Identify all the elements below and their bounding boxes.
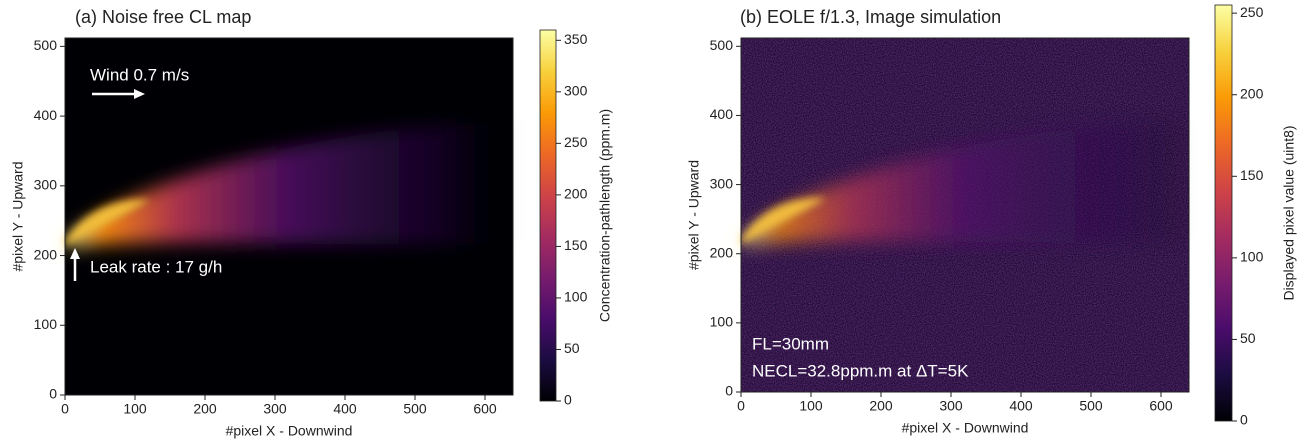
y-tick-label: 400 — [710, 106, 734, 122]
y-tick-label: 300 — [34, 177, 58, 193]
y-axis-label: #pixel Y - Upward — [10, 162, 26, 272]
x-tick-label: 200 — [869, 398, 893, 414]
x-tick-label: 300 — [263, 401, 287, 417]
colorbar-tick-label: 150 — [564, 237, 588, 253]
annotation: Leak rate : 17 g/h — [90, 257, 222, 276]
chart-title: (b) EOLE f/1.3, Image simulation — [740, 7, 1001, 27]
colorbar-tick-label: 150 — [1240, 167, 1264, 183]
y-tick-label: 200 — [710, 244, 734, 260]
x-axis-label: #pixel X - Downwind — [226, 423, 353, 439]
y-tick-label: 100 — [34, 316, 58, 332]
colorbar-label: Concentration-pathlength (ppm.m) — [597, 109, 613, 322]
colorbar — [540, 30, 556, 401]
x-tick-label: 100 — [123, 401, 147, 417]
y-tick-label: 100 — [710, 314, 734, 330]
x-tick-label: 400 — [333, 401, 357, 417]
x-tick-label: 500 — [403, 401, 427, 417]
colorbar-label: Displayed pixel value (uint8) — [1281, 125, 1297, 300]
colorbar-tick-label: 100 — [1240, 249, 1264, 265]
colorbar-tick-label: 350 — [564, 31, 588, 47]
x-tick-label: 300 — [939, 398, 963, 414]
colorbar-tick-label: 200 — [564, 186, 588, 202]
colorbar-tick-label: 200 — [1240, 85, 1264, 101]
x-tick-label: 500 — [1079, 398, 1103, 414]
y-tick-label: 0 — [725, 383, 733, 399]
y-tick-label: 0 — [49, 386, 57, 402]
annotation: NECL=32.8ppm.m at ΔT=5K — [752, 361, 969, 380]
y-tick-label: 300 — [710, 175, 734, 191]
chart-title: (a) Noise free CL map — [75, 7, 251, 27]
x-tick-label: 400 — [1009, 398, 1033, 414]
colorbar-tick-label: 250 — [1240, 4, 1264, 20]
x-tick-label: 0 — [61, 401, 69, 417]
colorbar-tick-label: 50 — [1240, 330, 1256, 346]
colorbar-tick-label: 300 — [564, 83, 588, 99]
colorbar-tick-label: 100 — [564, 289, 588, 305]
y-tick-label: 500 — [34, 37, 58, 53]
x-tick-label: 600 — [1149, 398, 1173, 414]
y-tick-label: 400 — [34, 107, 58, 123]
colorbar-tick-label: 50 — [564, 340, 580, 356]
annotation: Wind 0.7 m/s — [90, 65, 189, 84]
colorbar-tick-label: 250 — [564, 134, 588, 150]
colorbar — [1215, 5, 1232, 421]
colorbar-tick-label: 0 — [564, 392, 572, 408]
x-tick-label: 200 — [193, 401, 217, 417]
x-axis-label: #pixel X - Downwind — [902, 420, 1029, 436]
y-tick-label: 500 — [710, 37, 734, 53]
x-tick-label: 0 — [737, 398, 745, 414]
colorbar-tick-label: 0 — [1240, 412, 1248, 428]
x-tick-label: 600 — [473, 401, 497, 417]
y-axis-label: #pixel Y - Upward — [686, 160, 702, 270]
y-tick-label: 200 — [34, 246, 58, 262]
chart: 01002003004005006000100200300400500(a) N… — [0, 0, 1311, 443]
annotation: FL=30mm — [752, 334, 829, 353]
x-tick-label: 100 — [799, 398, 823, 414]
